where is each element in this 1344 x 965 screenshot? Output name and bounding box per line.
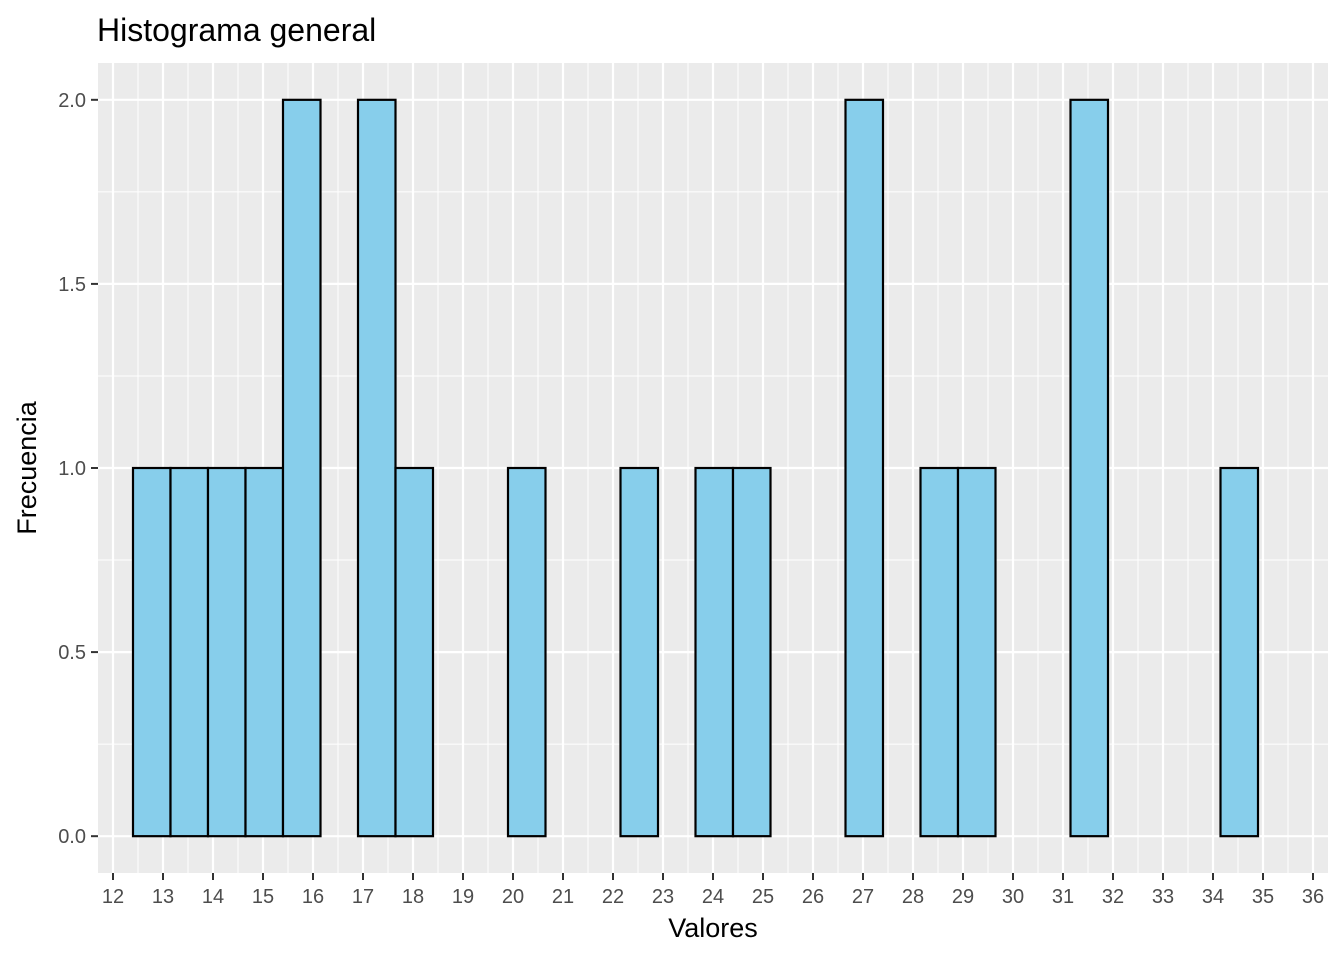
x-tick-label: 33 xyxy=(1152,886,1174,908)
y-tick-label: 0.5 xyxy=(58,642,86,664)
x-tick-label: 21 xyxy=(552,886,574,908)
histogram-bar xyxy=(506,466,547,838)
x-tick-label: 36 xyxy=(1302,886,1324,908)
x-tick-label: 22 xyxy=(602,886,624,908)
histogram-bar xyxy=(844,98,885,838)
x-tick-label: 27 xyxy=(852,886,874,908)
histogram-bar xyxy=(356,98,397,838)
x-tick-label: 14 xyxy=(202,886,224,908)
x-tick-label: 15 xyxy=(252,886,274,908)
x-tick-label: 26 xyxy=(802,886,824,908)
histogram-bar xyxy=(281,98,322,838)
y-tick-label: 0.0 xyxy=(58,826,86,848)
histogram-bar xyxy=(919,466,960,838)
histogram-bar xyxy=(206,466,247,838)
x-tick-label: 18 xyxy=(402,886,424,908)
x-tick-label: 12 xyxy=(102,886,124,908)
x-tick-label: 13 xyxy=(152,886,174,908)
x-tick-label: 29 xyxy=(952,886,974,908)
histogram-bars xyxy=(131,98,1260,838)
histogram-bar xyxy=(619,466,660,838)
histogram-bar xyxy=(169,466,210,838)
y-axis-label: Frecuencia xyxy=(12,400,42,535)
x-tick-label: 25 xyxy=(752,886,774,908)
histogram-bar xyxy=(956,466,997,838)
x-axis: 12 13 14 15 16 17 18 19 20 21 22 23 24 25 26 27 28 29 30 31… xyxy=(102,873,1324,908)
x-tick-label: 32 xyxy=(1102,886,1124,908)
x-tick-label: 16 xyxy=(302,886,324,908)
chart-title: Histograma general xyxy=(97,12,376,48)
y-tick-label: 1.0 xyxy=(58,458,86,480)
histogram-bar xyxy=(731,466,772,838)
x-tick-label: 35 xyxy=(1252,886,1274,908)
x-tick-label: 17 xyxy=(352,886,374,908)
y-axis: 0.0 0.5 1.0 1.5 2.0 xyxy=(58,90,98,848)
x-tick-label: 20 xyxy=(502,886,524,908)
x-tick-label: 31 xyxy=(1052,886,1074,908)
x-tick-label: 19 xyxy=(452,886,474,908)
x-tick-label: 30 xyxy=(1002,886,1024,908)
x-tick-label: 23 xyxy=(652,886,674,908)
x-tick-label: 28 xyxy=(902,886,924,908)
histogram-bar xyxy=(1219,466,1260,838)
histogram-bar xyxy=(694,466,735,838)
y-tick-label: 2.0 xyxy=(58,90,86,112)
histogram-bar xyxy=(1069,98,1110,838)
x-axis-label: Valores xyxy=(668,913,758,943)
x-tick-label: 24 xyxy=(702,886,724,908)
histogram-bar xyxy=(244,466,285,838)
histogram-bar xyxy=(394,466,435,838)
histogram-bar xyxy=(131,466,172,838)
x-tick-label: 34 xyxy=(1202,886,1224,908)
y-tick-label: 1.5 xyxy=(58,274,86,296)
